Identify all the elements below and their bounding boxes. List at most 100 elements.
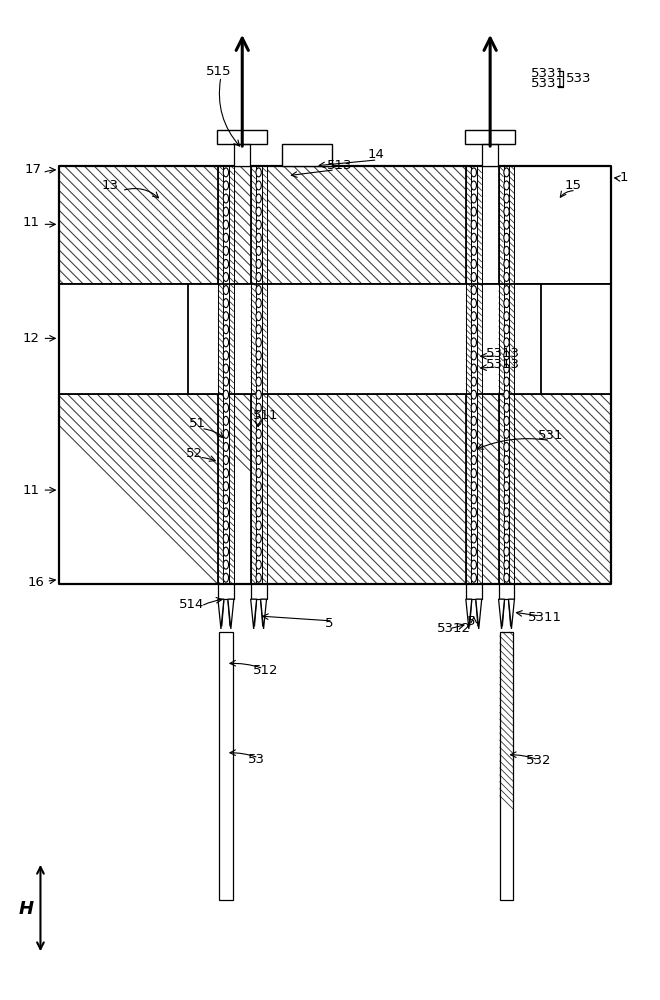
Bar <box>251 584 267 599</box>
Text: 11: 11 <box>22 216 40 229</box>
Ellipse shape <box>223 482 228 491</box>
Ellipse shape <box>223 377 228 386</box>
Ellipse shape <box>256 220 261 229</box>
Ellipse shape <box>256 325 261 334</box>
Bar <box>471 166 477 584</box>
Text: 513: 513 <box>327 159 352 172</box>
Text: 514: 514 <box>180 598 205 611</box>
Ellipse shape <box>504 547 509 556</box>
Ellipse shape <box>504 482 509 491</box>
Ellipse shape <box>504 246 509 255</box>
Ellipse shape <box>504 181 509 190</box>
Ellipse shape <box>223 573 228 582</box>
Ellipse shape <box>471 560 477 569</box>
Ellipse shape <box>471 273 477 281</box>
Ellipse shape <box>504 194 509 203</box>
Text: H: H <box>19 900 34 918</box>
Ellipse shape <box>504 299 509 308</box>
Ellipse shape <box>504 377 509 386</box>
Text: 14: 14 <box>368 148 385 161</box>
Bar <box>229 166 234 584</box>
Ellipse shape <box>223 456 228 465</box>
Bar <box>234 394 251 584</box>
Ellipse shape <box>471 390 477 399</box>
Bar <box>218 584 234 599</box>
Ellipse shape <box>256 429 261 438</box>
Ellipse shape <box>471 403 477 412</box>
Ellipse shape <box>504 233 509 242</box>
Bar <box>514 166 610 284</box>
Bar <box>251 166 255 584</box>
Ellipse shape <box>223 181 228 190</box>
Ellipse shape <box>223 286 228 295</box>
Text: 5331: 5331 <box>531 67 566 80</box>
Ellipse shape <box>256 469 261 478</box>
Ellipse shape <box>504 325 509 334</box>
Bar <box>466 166 471 584</box>
Ellipse shape <box>504 416 509 425</box>
Ellipse shape <box>471 220 477 229</box>
Bar <box>504 166 510 584</box>
Bar <box>482 144 498 166</box>
Ellipse shape <box>256 573 261 582</box>
Text: 15: 15 <box>565 179 582 192</box>
Ellipse shape <box>256 495 261 504</box>
Ellipse shape <box>256 273 261 281</box>
Ellipse shape <box>504 351 509 360</box>
Text: 5313: 5313 <box>486 347 519 360</box>
Text: 5312: 5312 <box>437 622 471 635</box>
Ellipse shape <box>471 547 477 556</box>
Text: 515: 515 <box>206 65 232 78</box>
Text: 532: 532 <box>526 754 552 767</box>
Ellipse shape <box>471 573 477 582</box>
Bar <box>218 166 223 584</box>
Ellipse shape <box>223 443 228 451</box>
Ellipse shape <box>504 534 509 543</box>
Ellipse shape <box>504 312 509 321</box>
Ellipse shape <box>471 469 477 478</box>
Ellipse shape <box>256 246 261 255</box>
Bar <box>482 166 498 284</box>
Bar <box>229 166 234 584</box>
Ellipse shape <box>471 168 477 177</box>
Bar <box>500 632 513 900</box>
Ellipse shape <box>256 521 261 530</box>
Ellipse shape <box>504 429 509 438</box>
Ellipse shape <box>223 403 228 412</box>
Bar <box>482 394 498 584</box>
Ellipse shape <box>256 534 261 543</box>
Ellipse shape <box>504 469 509 478</box>
Bar <box>59 284 610 394</box>
Bar <box>59 394 218 584</box>
Ellipse shape <box>223 246 228 255</box>
Bar <box>282 144 332 166</box>
Bar <box>500 632 513 900</box>
Ellipse shape <box>471 312 477 321</box>
Bar <box>477 166 482 584</box>
Polygon shape <box>251 599 257 629</box>
Text: 12: 12 <box>22 332 40 345</box>
Bar <box>465 130 515 144</box>
Ellipse shape <box>223 325 228 334</box>
Ellipse shape <box>223 534 228 543</box>
Ellipse shape <box>504 390 509 399</box>
Ellipse shape <box>504 168 509 177</box>
Bar <box>514 394 610 584</box>
Text: 5331: 5331 <box>531 77 566 90</box>
Text: 1: 1 <box>620 171 628 184</box>
Bar <box>217 130 267 144</box>
Ellipse shape <box>256 547 261 556</box>
Ellipse shape <box>223 259 228 268</box>
Polygon shape <box>476 599 482 629</box>
Ellipse shape <box>256 560 261 569</box>
Ellipse shape <box>504 259 509 268</box>
Ellipse shape <box>504 573 509 582</box>
Ellipse shape <box>223 194 228 203</box>
Bar <box>234 166 251 284</box>
Polygon shape <box>508 599 514 629</box>
Ellipse shape <box>223 233 228 242</box>
Bar <box>267 166 466 284</box>
Bar <box>514 166 610 284</box>
Ellipse shape <box>256 351 261 360</box>
Text: 11: 11 <box>22 484 40 497</box>
